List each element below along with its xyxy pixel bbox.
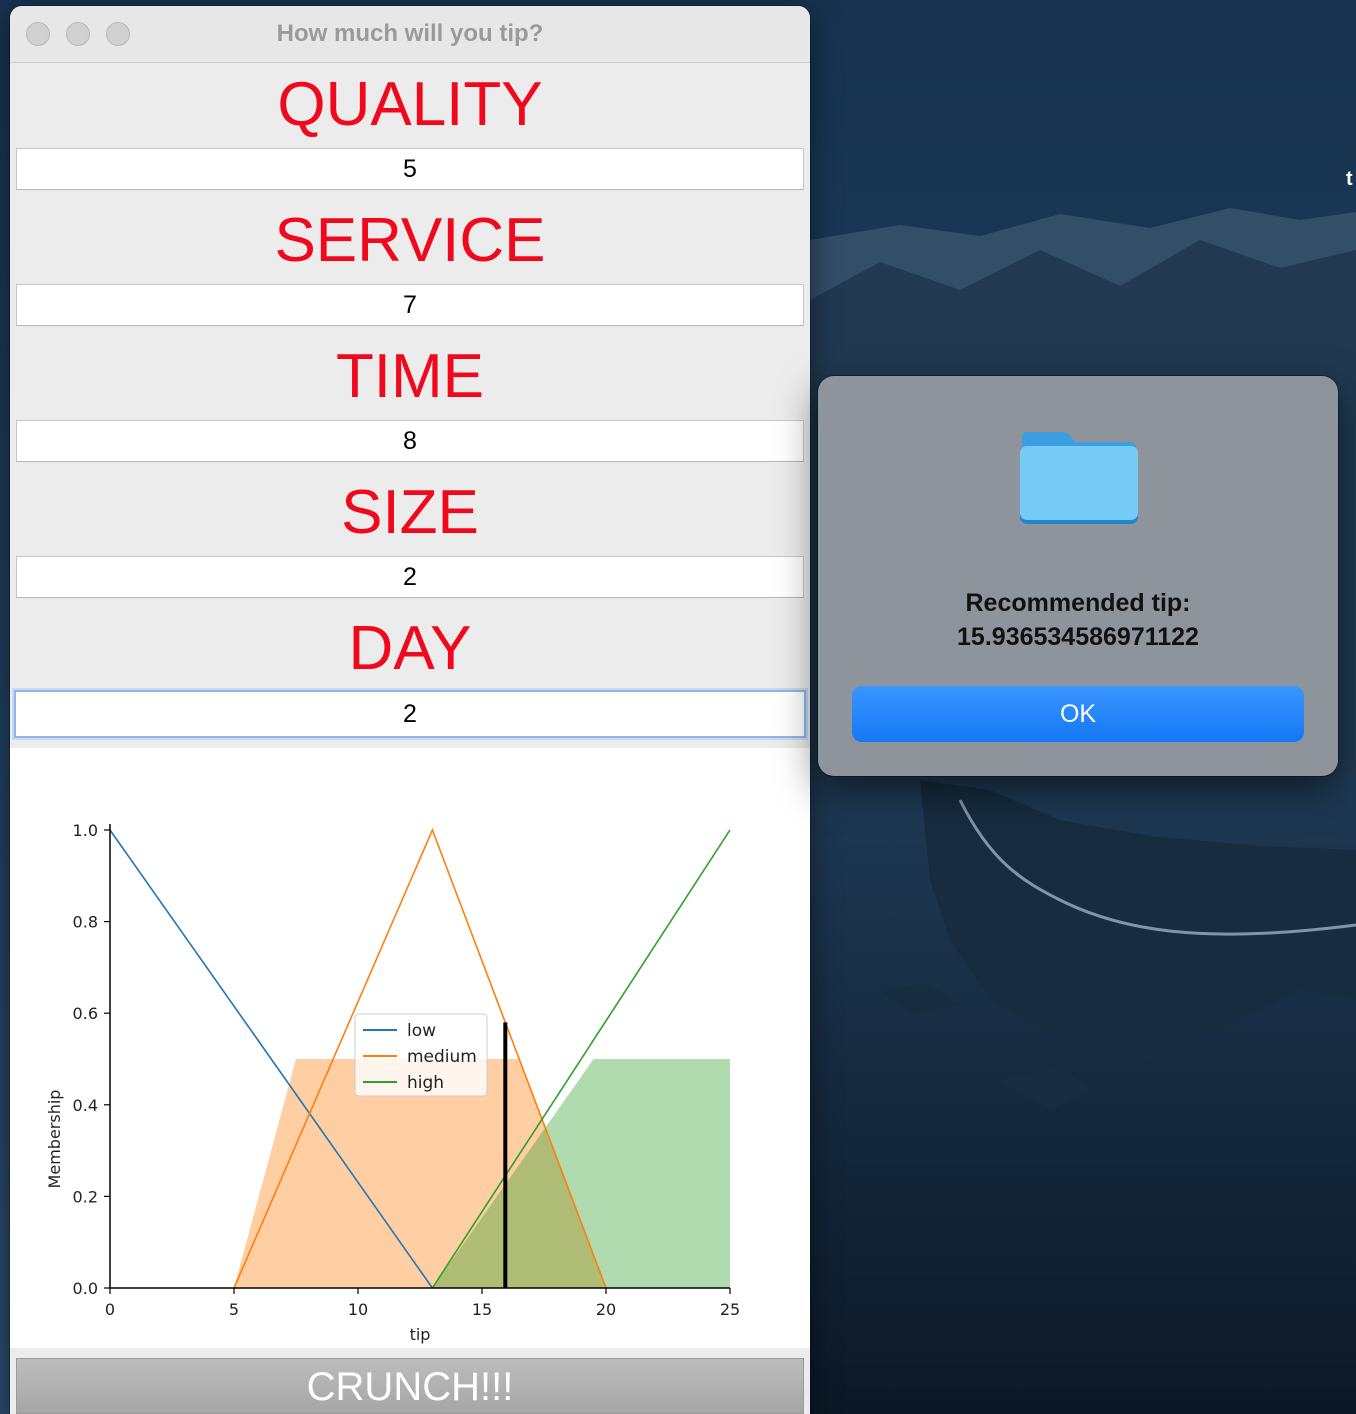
x-axis-label: tip [410, 1325, 431, 1344]
y-tick-label: 0.6 [73, 1004, 98, 1023]
chart-svg: 0 5 10 15 20 25 0.0 0.2 0.4 0.6 0.8 1.0 tip Membershi… [45, 821, 740, 1344]
membership-chart: 0 5 10 15 20 25 0.0 0.2 0.4 0.6 0.8 1.0 tip Membershi… [10, 748, 810, 1348]
app-window: How much will you tip? QUALITY 5 SERVICE… [10, 6, 810, 1414]
legend-box [354, 1013, 488, 1097]
window-title: How much will you tip? [276, 20, 544, 47]
alert-tip-value: 15.936534586971122 [957, 623, 1199, 651]
minimize-window-button[interactable] [66, 22, 90, 46]
x-tick-label: 10 [348, 1300, 368, 1319]
medium-activation-fill [234, 1059, 606, 1288]
quality-label: QUALITY [277, 70, 543, 139]
y-tick-label: 1.0 [73, 821, 98, 840]
time-label: TIME [335, 342, 485, 411]
day-input[interactable]: 2 [14, 690, 806, 738]
legend-label-low: low [407, 1021, 436, 1041]
series-line-high [431, 829, 731, 1289]
legend-label-medium: medium [407, 1047, 477, 1067]
alert-message-title: Recommended tip: [965, 589, 1191, 617]
series-line-low [109, 829, 434, 1289]
y-tick-label: 0.0 [73, 1279, 98, 1298]
alert-dialog: Recommended tip: 15.936534586971122 OK [818, 376, 1338, 776]
legend-label-high: high [407, 1073, 444, 1093]
x-tick-label: 25 [720, 1300, 740, 1319]
y-tick-label: 0.4 [73, 1096, 98, 1115]
y-axis-label: Membership [45, 1090, 64, 1189]
x-tick-label: 0 [105, 1300, 115, 1319]
x-tick-label: 15 [472, 1300, 492, 1319]
crunch-button[interactable]: CRUNCH!!! [16, 1358, 804, 1414]
series-line-medium [233, 827, 607, 1289]
zoom-window-button[interactable] [106, 22, 130, 46]
ok-button[interactable]: OK [852, 686, 1304, 742]
y-tick-label: 0.8 [73, 913, 98, 932]
service-label: SERVICE [274, 206, 546, 275]
quality-input[interactable]: 5 [16, 148, 804, 190]
close-window-button[interactable] [26, 22, 50, 46]
service-input[interactable]: 7 [16, 284, 804, 326]
alert-message: Recommended tip: 15.936534586971122 [818, 586, 1338, 654]
x-tick-label: 5 [229, 1300, 239, 1319]
size-label: SIZE [341, 478, 479, 547]
x-tick-label: 20 [596, 1300, 616, 1319]
time-input[interactable]: 8 [16, 420, 804, 462]
y-tick-label: 0.2 [73, 1187, 98, 1206]
day-label: DAY [348, 614, 472, 683]
title-bar[interactable]: How much will you tip? [10, 6, 810, 63]
folder-icon [1020, 432, 1138, 524]
desktop-edge-text: t [1346, 168, 1353, 190]
size-input[interactable]: 2 [16, 556, 804, 598]
